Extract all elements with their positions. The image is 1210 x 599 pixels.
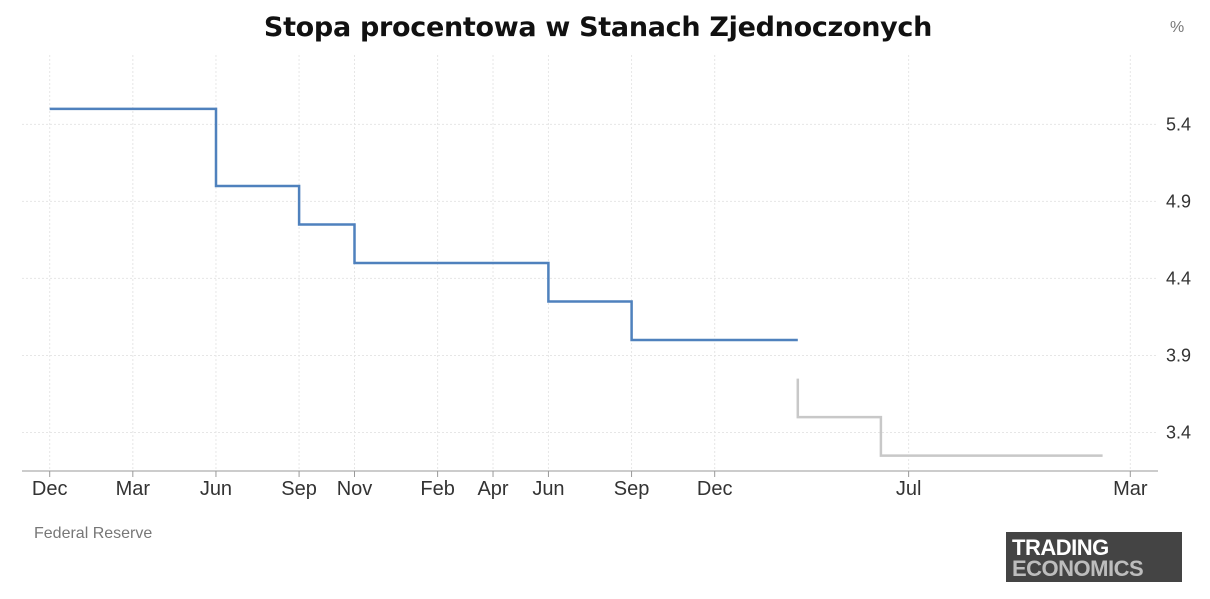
x-tick-label: Dec [697,478,733,500]
x-tick-label: Jun [532,478,564,500]
y-tick-label: 3.9 [1166,345,1191,365]
x-tick-label: Feb [420,478,454,500]
y-axis: 3.4 3.9 4.4 4.9 5.4 [1166,114,1191,442]
y-tick-label: 4.4 [1166,268,1191,288]
y-tick-label: 5.4 [1166,114,1191,134]
series-line [796,378,1103,457]
grid-lines [22,55,1158,471]
series-line [49,107,798,342]
x-tick-label: Jun [200,478,232,500]
x-tick-label: Dec [32,478,68,500]
y-tick-label: 3.4 [1166,422,1191,442]
x-tick-label: Mar [1113,478,1148,500]
x-axis [22,470,1158,477]
chart-title: Stopa procentowa w Stanach Zjednoczonych [263,12,933,43]
logo-line-2: ECONOMICS [1012,556,1144,581]
source-label: Federal Reserve [34,525,153,542]
x-tick-label: Mar [116,478,151,500]
x-tick-label: Nov [337,478,373,500]
trading-economics-logo[interactable]: TRADING ECONOMICS [1006,532,1182,582]
x-tick-label: Apr [477,478,508,500]
x-axis-labels: Dec Mar Jun Sep Nov Feb Apr Jun Sep Dec Jul Mar [32,478,1148,500]
logo-line-1: TRADING [1012,535,1109,560]
x-tick-label: Jul [896,478,922,500]
y-axis-unit: % [1170,19,1185,36]
y-tick-label: 4.9 [1166,191,1191,211]
series-group [49,107,1103,457]
x-tick-label: Sep [281,478,317,500]
x-tick-label: Sep [614,478,650,500]
